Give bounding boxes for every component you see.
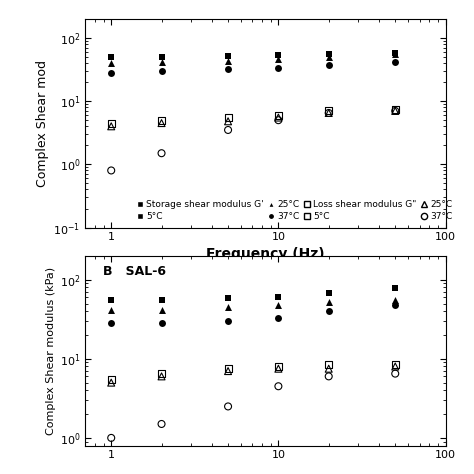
Point <box>274 301 282 309</box>
Point <box>158 149 165 157</box>
Point <box>392 107 399 115</box>
Point <box>274 363 282 370</box>
Point <box>224 57 232 64</box>
Point <box>274 117 282 124</box>
Text: B   SAL-6: B SAL-6 <box>103 265 166 278</box>
Point <box>108 379 115 386</box>
Point <box>158 420 165 428</box>
Point <box>108 167 115 174</box>
Point <box>108 306 115 313</box>
Point <box>274 64 282 72</box>
Point <box>108 122 115 130</box>
Point <box>392 361 399 368</box>
Point <box>325 61 332 68</box>
Point <box>158 117 165 124</box>
Point <box>224 317 232 325</box>
Point <box>392 370 399 377</box>
Y-axis label: Complex Shear modulus (kPa): Complex Shear modulus (kPa) <box>46 267 55 435</box>
Point <box>108 69 115 77</box>
Point <box>108 297 115 304</box>
Point <box>274 365 282 373</box>
Point <box>392 301 399 309</box>
Point <box>274 111 282 119</box>
Point <box>224 402 232 410</box>
Point <box>108 53 115 61</box>
Point <box>325 289 332 297</box>
Point <box>325 109 332 117</box>
Point <box>274 314 282 322</box>
Point <box>325 365 332 373</box>
Point <box>325 373 332 380</box>
Point <box>325 53 332 61</box>
Point <box>392 284 399 292</box>
Point <box>224 118 232 125</box>
Point <box>325 107 332 115</box>
Point <box>158 306 165 313</box>
Point <box>325 51 332 58</box>
Point <box>325 361 332 368</box>
Legend: Storage shear modulus G', 5°C, 25°C, 37°C, Loss shear modulus G", 5°C, 25°C, 37°: Storage shear modulus G', 5°C, 25°C, 37°… <box>135 199 454 223</box>
Point <box>392 51 399 58</box>
Point <box>274 383 282 390</box>
Point <box>158 297 165 304</box>
Point <box>224 367 232 375</box>
Point <box>325 308 332 315</box>
Point <box>392 363 399 370</box>
Point <box>274 52 282 59</box>
Point <box>108 434 115 442</box>
Point <box>108 375 115 383</box>
Point <box>274 114 282 121</box>
Point <box>224 52 232 60</box>
Point <box>108 59 115 67</box>
Point <box>224 126 232 134</box>
Point <box>158 370 165 377</box>
Point <box>325 299 332 306</box>
Point <box>224 114 232 121</box>
Point <box>274 55 282 63</box>
Point <box>158 319 165 327</box>
Point <box>108 119 115 127</box>
Y-axis label: Complex Shear mod: Complex Shear mod <box>36 60 49 187</box>
Point <box>224 65 232 73</box>
Point <box>158 67 165 75</box>
Point <box>325 109 332 117</box>
Point <box>224 303 232 311</box>
Point <box>108 319 115 327</box>
Point <box>392 58 399 65</box>
Point <box>392 107 399 115</box>
Point <box>224 365 232 373</box>
Point <box>224 295 232 302</box>
X-axis label: Frequency (Hz): Frequency (Hz) <box>206 246 325 261</box>
Point <box>274 293 282 301</box>
Point <box>158 53 165 61</box>
Point <box>158 58 165 65</box>
Point <box>158 119 165 127</box>
Point <box>158 373 165 380</box>
Point <box>392 49 399 57</box>
Point <box>392 297 399 304</box>
Point <box>392 105 399 113</box>
